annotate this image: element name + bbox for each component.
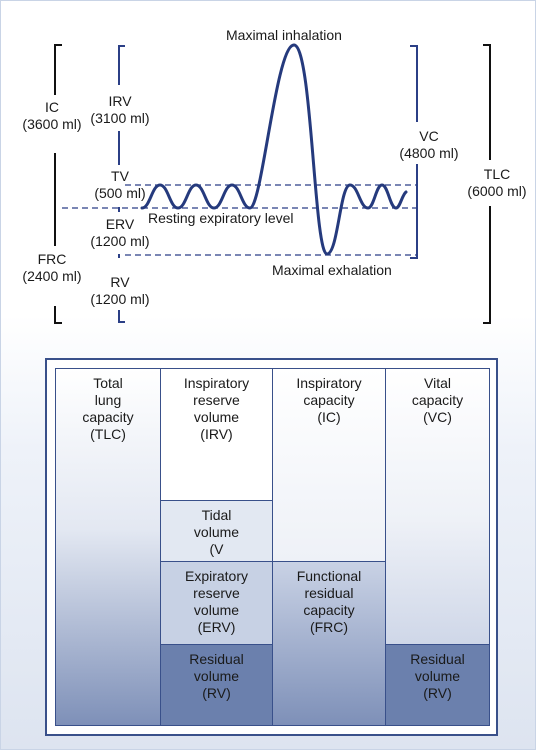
ic-label: IC (3600 ml) xyxy=(22,99,82,132)
max-inhalation-label: Maximal inhalation xyxy=(226,27,342,43)
cell-inspiratory-capacity: Inspiratory capacity (IC) xyxy=(272,368,386,562)
breathing-trace xyxy=(140,43,408,256)
irv-label: IRV (3100 ml) xyxy=(90,93,150,126)
resting-level-label: Resting expiratory level xyxy=(148,210,294,227)
cell-residual-volume-mid: Residual volume (RV) xyxy=(160,644,273,726)
rv-label: RV (1200 ml) xyxy=(90,274,150,307)
vc-label: VC (4800 ml) xyxy=(399,128,459,161)
cell-residual-volume-right: Residual volume (RV) xyxy=(385,644,490,726)
cell-erv: Expiratory reserve volume (ERV) xyxy=(160,561,273,645)
erv-label: ERV (1200 ml) xyxy=(90,216,150,249)
tlc-label: TLC (6000 ml) xyxy=(467,166,527,199)
cell-total-lung-capacity: Total lung capacity (TLC) xyxy=(55,368,161,726)
spirogram xyxy=(40,43,530,324)
tv-label: TV (500 ml) xyxy=(94,168,146,201)
cell-frc: Functional residual capacity (FRC) xyxy=(272,561,386,726)
lung-volume-table: Total lung capacity (TLC) Inspiratory reserv… xyxy=(45,358,498,736)
frc-label: FRC (2400 ml) xyxy=(22,251,82,284)
cell-irv: Inspiratory reserve volume (IRV) xyxy=(160,368,273,501)
max-exhalation-label: Maximal exhalation xyxy=(272,262,392,278)
cell-vital-capacity: Vital capacity (VC) xyxy=(385,368,490,645)
ic-frc-bracket xyxy=(54,44,62,324)
